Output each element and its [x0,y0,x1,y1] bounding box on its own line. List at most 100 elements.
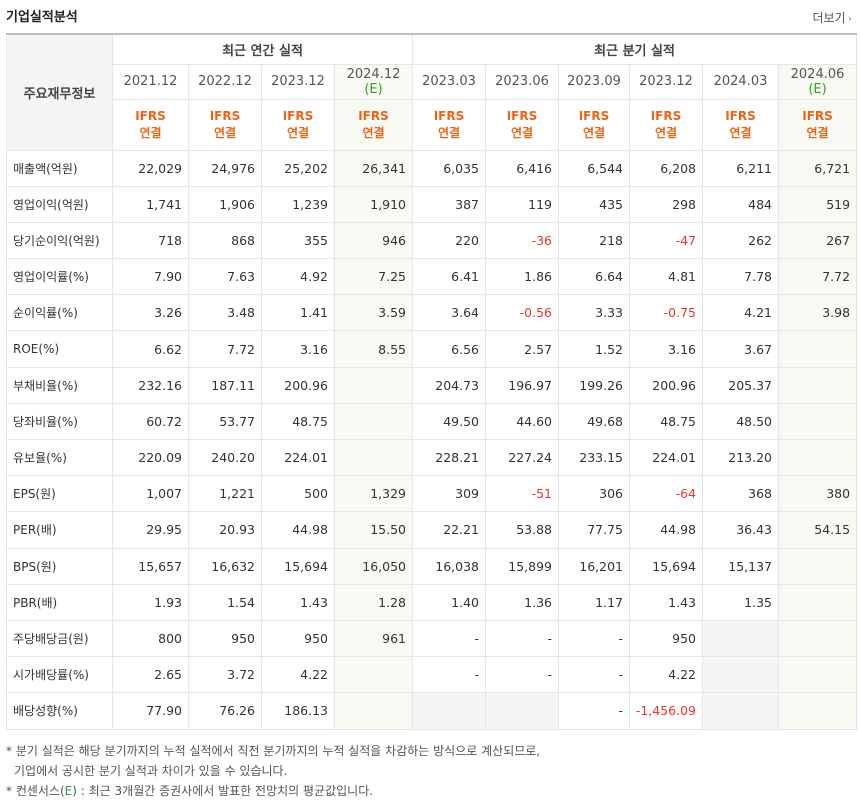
table-cell: 187.11 [188,366,262,404]
estimate-mark: (E) [808,81,827,97]
table-cell: 49.68 [558,402,630,441]
standard-label: IFRS [650,108,682,123]
table-cell [334,656,413,694]
consolidation-label: 연결 [437,125,461,140]
standard-header-row: IFRS 연결 IFRS 연결 IFRS 연결 IFRS 연결 IFRS 연결 IFRS 연결 IFRS… [7,98,858,151]
table-cell: 227.24 [485,438,559,477]
table-cell: 6,721 [777,149,858,187]
period-label: 2023.03 [422,74,476,89]
consolidation-label: 연결 [362,125,385,140]
table-cell: 1.28 [334,583,413,621]
table-cell: 240.20 [188,438,262,477]
table-cell: 26,341 [334,149,413,187]
table-cell: 15,694 [261,547,335,585]
period-label: 2023.12 [271,74,325,89]
table-cell: 49.50 [412,402,486,441]
accounting-standard: IFRS 연결 [112,98,189,151]
standard-label: IFRS [135,108,166,123]
page-title: 기업실적분석 [6,10,78,25]
table-cell: 1.36 [485,583,559,621]
period-label: 2024.12 [346,66,401,82]
table-cell: 267 [777,221,858,260]
period-label: 2022.12 [198,74,252,89]
more-link[interactable]: 더보기 › [812,9,852,26]
table-cell: 8.55 [334,330,413,368]
table-cell: 220 [412,221,486,260]
table-cell: 4.22 [629,656,703,694]
table-cell: 48.75 [261,402,335,441]
table-cell: 7.78 [702,258,779,296]
period-header: 2023.09 [558,63,630,100]
period-header: 2023.12 [629,63,703,100]
table-cell: 220.09 [112,438,189,477]
table-cell: 6,544 [558,149,630,187]
table-row: EPS(원) 1,007 1,221 500 1,329 309 -51 306 -64 368 3… [6,475,858,513]
table-cell: 3.64 [412,294,486,332]
period-label: 2023.06 [495,74,549,89]
table-row: PER(배) 29.95 20.93 44.98 15.50 22.21 53.88 77.7… [6,511,858,549]
table-cell: - [558,656,630,694]
table-cell [334,692,413,730]
table-cell: 1,007 [112,475,189,513]
table-cell: 213.20 [702,438,779,477]
table-cell: -0.75 [629,294,703,332]
table-cell: 1.17 [558,583,630,621]
table-cell: 3.67 [702,330,779,368]
period-label: 2024.03 [713,74,768,89]
period-header: 2023.06 [485,63,559,100]
table-cell: 519 [777,185,858,223]
row-label: 당기순이익(억원) [6,221,113,260]
standard-label: IFRS [433,108,465,123]
table-cell: 196.97 [485,366,559,404]
table-cell [777,330,858,368]
table-cell: 44.98 [629,511,703,549]
table-cell: 868 [188,221,262,260]
table-cell: 262 [702,221,779,260]
period-label: 2023.09 [567,74,621,89]
table-row: PBR(배) 1.93 1.54 1.43 1.28 1.40 1.36 1.17 1.43 1.… [6,583,858,621]
table-cell: 950 [188,619,262,658]
table-cell: 60.72 [112,402,189,441]
table-cell [777,547,858,585]
table-cell: 298 [629,185,703,223]
table-cell: 224.01 [629,438,703,477]
table-cell: -51 [485,475,559,513]
period-header: 2023.03 [412,63,486,100]
financial-summary-table: 주요재무정보 최근 연간 실적 최근 분기 실적 2021.12 2022.12 2… [6,33,858,730]
table-cell: 309 [412,475,486,513]
accounting-standard: IFRS 연결 [188,98,262,151]
table-cell [334,402,413,441]
table-cell: 6,035 [412,149,486,187]
table-cell: 1,741 [112,185,189,223]
table-cell [334,366,413,404]
consolidation-label: 연결 [510,125,534,140]
table-cell: 946 [334,221,413,260]
table-cell: 53.77 [188,402,262,441]
standard-label: IFRS [358,108,389,123]
table-row: 부채비율(%) 232.16 187.11 200.96 204.73 196.97 199… [6,366,858,404]
row-label: 매출액(억원) [6,149,113,187]
table-cell: 16,050 [334,547,413,585]
table-cell [702,619,779,658]
table-cell: 380 [777,475,858,513]
row-label: PER(배) [6,511,113,549]
table-cell: 6.56 [412,330,486,368]
row-label: 시가배당률(%) [6,656,113,694]
accounting-standard: IFRS 연결 [558,98,630,151]
table-cell [412,692,486,730]
table-cell: 218 [558,221,630,260]
standard-label: IFRS [209,108,241,123]
accounting-standard: IFRS 연결 [702,98,779,151]
accounting-standard: IFRS 연결 [412,98,486,151]
table-cell: 6.64 [558,258,630,296]
footnotes: * 분기 실적은 해당 분기까지의 누적 실적에서 직전 분기까지의 누적 실적… [6,741,540,801]
table-row: 당좌비율(%) 60.72 53.77 48.75 49.50 44.60 49.68 48.… [6,402,858,441]
table-row: 배당성향(%) 77.90 76.26 186.13 - -1,456.09 [6,692,858,730]
table-cell: 6.62 [112,330,189,368]
table-cell: 368 [702,475,779,513]
table-cell: 2.65 [112,656,189,694]
table-cell: 4.22 [261,656,335,694]
row-label: 순이익률(%) [6,294,113,332]
table-row: 유보율(%) 220.09 240.20 224.01 228.21 227.24 233.… [6,438,858,477]
table-cell: 200.96 [629,366,703,404]
